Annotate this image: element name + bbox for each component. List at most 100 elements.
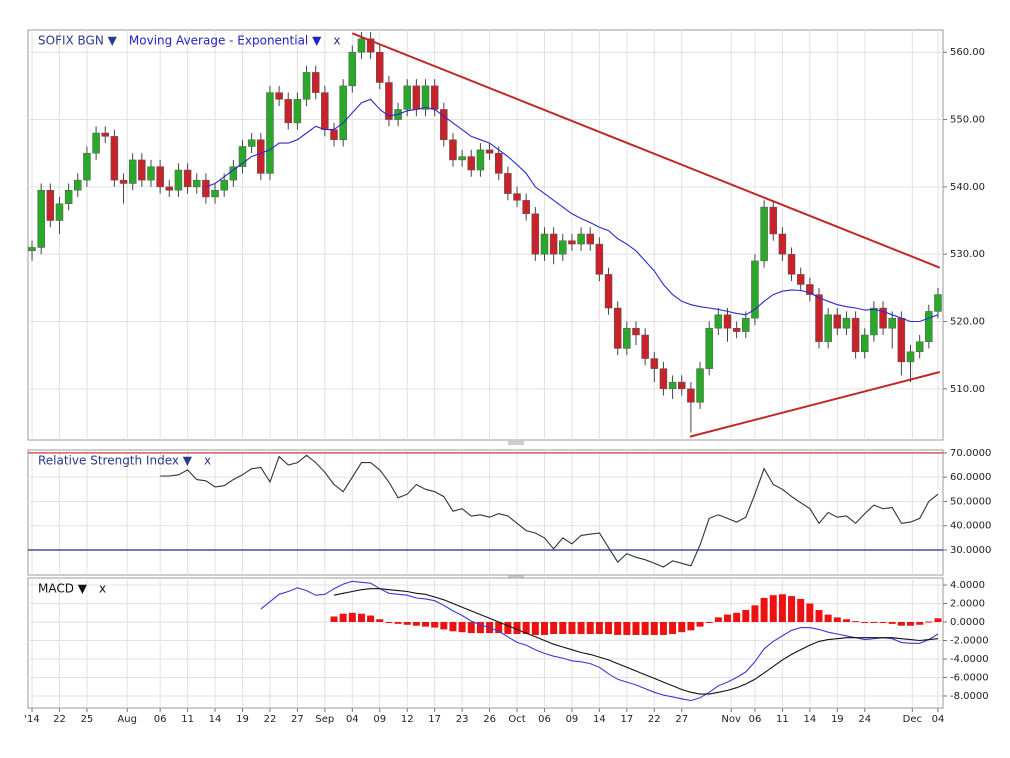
histogram-bar — [806, 603, 814, 623]
candle-body — [110, 136, 119, 181]
candle-body — [806, 284, 814, 295]
candle-body — [677, 381, 686, 390]
candle-body — [742, 317, 750, 332]
y-tick-label: 520.00 — [950, 317, 985, 328]
histogram-bar — [367, 615, 375, 623]
x-tick-label: 19 — [236, 714, 249, 725]
histogram-bar — [824, 614, 832, 623]
x-tick-label: 22 — [264, 714, 277, 725]
candle-body — [430, 85, 439, 110]
histogram-bar — [605, 622, 613, 635]
panel-label[interactable]: MACD ▼ — [38, 582, 88, 596]
histogram-bar — [540, 622, 548, 635]
candle-body — [925, 311, 933, 342]
candle-body — [165, 186, 174, 191]
histogram-bar — [440, 622, 448, 630]
x-tick-label: Dec — [903, 714, 922, 725]
histogram-bar — [495, 622, 503, 634]
histogram-bar — [897, 622, 905, 626]
histogram-bar — [907, 622, 915, 626]
candle-body — [641, 334, 649, 359]
candle-body — [284, 99, 293, 124]
candle-body — [257, 139, 265, 174]
x-tick-label: 17 — [428, 714, 441, 725]
histogram-bar — [632, 622, 640, 635]
candle-body — [531, 213, 540, 255]
x-tick-label: 14 — [803, 714, 816, 725]
x-tick-label: 25 — [81, 714, 94, 725]
x-tick-label: 24 — [858, 714, 871, 725]
y-tick-label: 30.0000 — [950, 545, 991, 556]
x-tick-label: 14 — [209, 714, 222, 725]
histogram-bar — [879, 622, 887, 624]
candle-body — [55, 203, 64, 221]
histogram-bar — [861, 622, 869, 624]
y-tick-label: -8.0000 — [950, 691, 989, 702]
candle-body — [28, 247, 36, 252]
candle-body — [650, 358, 659, 369]
histogram-bar — [330, 616, 338, 623]
candle-body — [467, 156, 476, 171]
candle-body — [37, 189, 45, 248]
y-tick-label: 560.00 — [950, 47, 985, 58]
splitter-handle[interactable] — [508, 441, 524, 445]
histogram-bar — [568, 622, 576, 635]
candle-body — [101, 132, 109, 137]
candle-body — [778, 233, 787, 255]
x-tick-label: 22 — [648, 714, 661, 725]
histogram-bar — [778, 594, 786, 623]
y-tick-label: 50.0000 — [950, 496, 991, 507]
histogram-bar — [678, 622, 686, 633]
x-tick-label: '14 — [24, 714, 39, 725]
candle-body — [540, 233, 549, 255]
candle-body — [275, 92, 283, 100]
panel-label[interactable]: x — [204, 454, 211, 468]
candle-body — [934, 294, 942, 312]
candle-body — [485, 149, 494, 154]
x-tick-label: 06 — [538, 714, 551, 725]
histogram-bar — [504, 622, 512, 635]
candle-body — [623, 327, 631, 349]
candle-body — [586, 233, 594, 245]
candle-body — [211, 189, 219, 198]
panel-label[interactable]: SOFIX BGN ▼ — [38, 34, 118, 48]
candle-body — [440, 109, 448, 140]
candle-body — [321, 92, 329, 130]
candle-body — [705, 327, 713, 369]
x-tick-label: 26 — [483, 714, 496, 725]
panel-label[interactable]: Moving Average - Exponential ▼ — [129, 34, 322, 48]
candle-body — [687, 388, 695, 403]
candle-body — [714, 314, 723, 329]
candle-body — [339, 85, 347, 140]
histogram-bar — [623, 622, 631, 635]
histogram-bar — [916, 622, 924, 625]
panel-label[interactable]: x — [99, 582, 106, 596]
histogram-bar — [412, 622, 420, 626]
histogram-bar — [788, 596, 796, 623]
y-tick-label: 0.0000 — [950, 617, 985, 628]
candle-body — [421, 85, 430, 110]
histogram-bar — [614, 622, 622, 635]
x-tick-label: 27 — [291, 714, 304, 725]
histogram-bar — [733, 612, 741, 623]
candle-body — [238, 146, 247, 167]
splitter-handle[interactable] — [508, 574, 524, 578]
candle-body — [92, 132, 100, 154]
candle-body — [915, 341, 924, 353]
y-tick-label: 40.0000 — [950, 521, 991, 532]
histogram-bar — [659, 622, 667, 635]
x-tick-label: 23 — [456, 714, 469, 725]
histogram-bar — [888, 622, 896, 624]
panel-label[interactable]: x — [333, 34, 340, 48]
candle-body — [577, 233, 585, 245]
x-tick-label: 27 — [675, 714, 688, 725]
x-tick-label: 19 — [831, 714, 844, 725]
candle-body — [897, 317, 906, 363]
panel-label[interactable]: Relative Strength Index ▼ — [38, 454, 193, 468]
candle-body — [412, 85, 421, 110]
candle-body — [476, 149, 485, 171]
histogram-bar — [476, 622, 484, 634]
x-tick-label: 22 — [53, 714, 66, 725]
histogram-bar — [577, 622, 585, 635]
candle-body — [870, 307, 878, 336]
